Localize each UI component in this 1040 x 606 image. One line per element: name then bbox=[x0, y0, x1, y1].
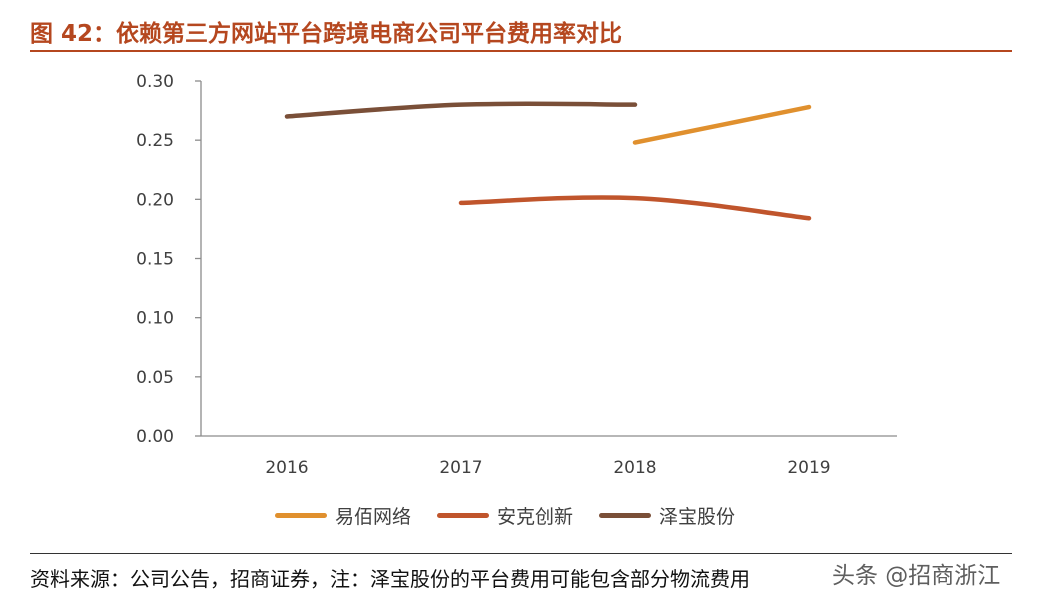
legend-item-3: 泽宝股份 bbox=[599, 502, 735, 529]
legend-swatch bbox=[275, 513, 327, 518]
legend-swatch bbox=[437, 513, 490, 518]
chart-title: 图 42：依赖第三方网站平台跨境电商公司平台费用率对比 bbox=[30, 21, 623, 47]
y-tick-label: 0.25 bbox=[136, 131, 174, 151]
legend-item-1: 易佰网络 bbox=[275, 502, 411, 529]
footer-divider bbox=[30, 553, 1012, 554]
series-line-2 bbox=[458, 195, 812, 221]
y-tick-label: 0.30 bbox=[136, 72, 174, 92]
y-tick-label: 0.05 bbox=[136, 368, 174, 388]
y-tick-label: 0.15 bbox=[136, 250, 174, 270]
x-tick-label: 2018 bbox=[613, 458, 656, 478]
y-tick-label: 0.00 bbox=[136, 427, 174, 447]
series-line-1 bbox=[632, 104, 812, 145]
chart-legend: 易佰网络 安克创新 泽宝股份 bbox=[275, 502, 735, 529]
x-tick-label: 2019 bbox=[787, 458, 830, 478]
legend-item-2: 安克创新 bbox=[437, 502, 573, 529]
title-divider bbox=[30, 50, 1012, 52]
watermark: 头条 @招商浙江 bbox=[832, 563, 1001, 589]
y-tick-label: 0.20 bbox=[136, 190, 174, 210]
series-line-3 bbox=[284, 101, 638, 119]
x-tick-label: 2017 bbox=[439, 458, 482, 478]
legend-label: 泽宝股份 bbox=[659, 506, 736, 528]
y-tick-label: 0.10 bbox=[136, 309, 174, 329]
legend-swatch bbox=[599, 513, 652, 518]
legend-label: 安克创新 bbox=[497, 506, 574, 528]
x-tick-label: 2016 bbox=[265, 458, 308, 478]
legend-label: 易佰网络 bbox=[335, 506, 412, 528]
source-note: 资料来源：公司公告，招商证券，注：泽宝股份的平台费用可能包含部分物流费用 bbox=[30, 567, 750, 591]
